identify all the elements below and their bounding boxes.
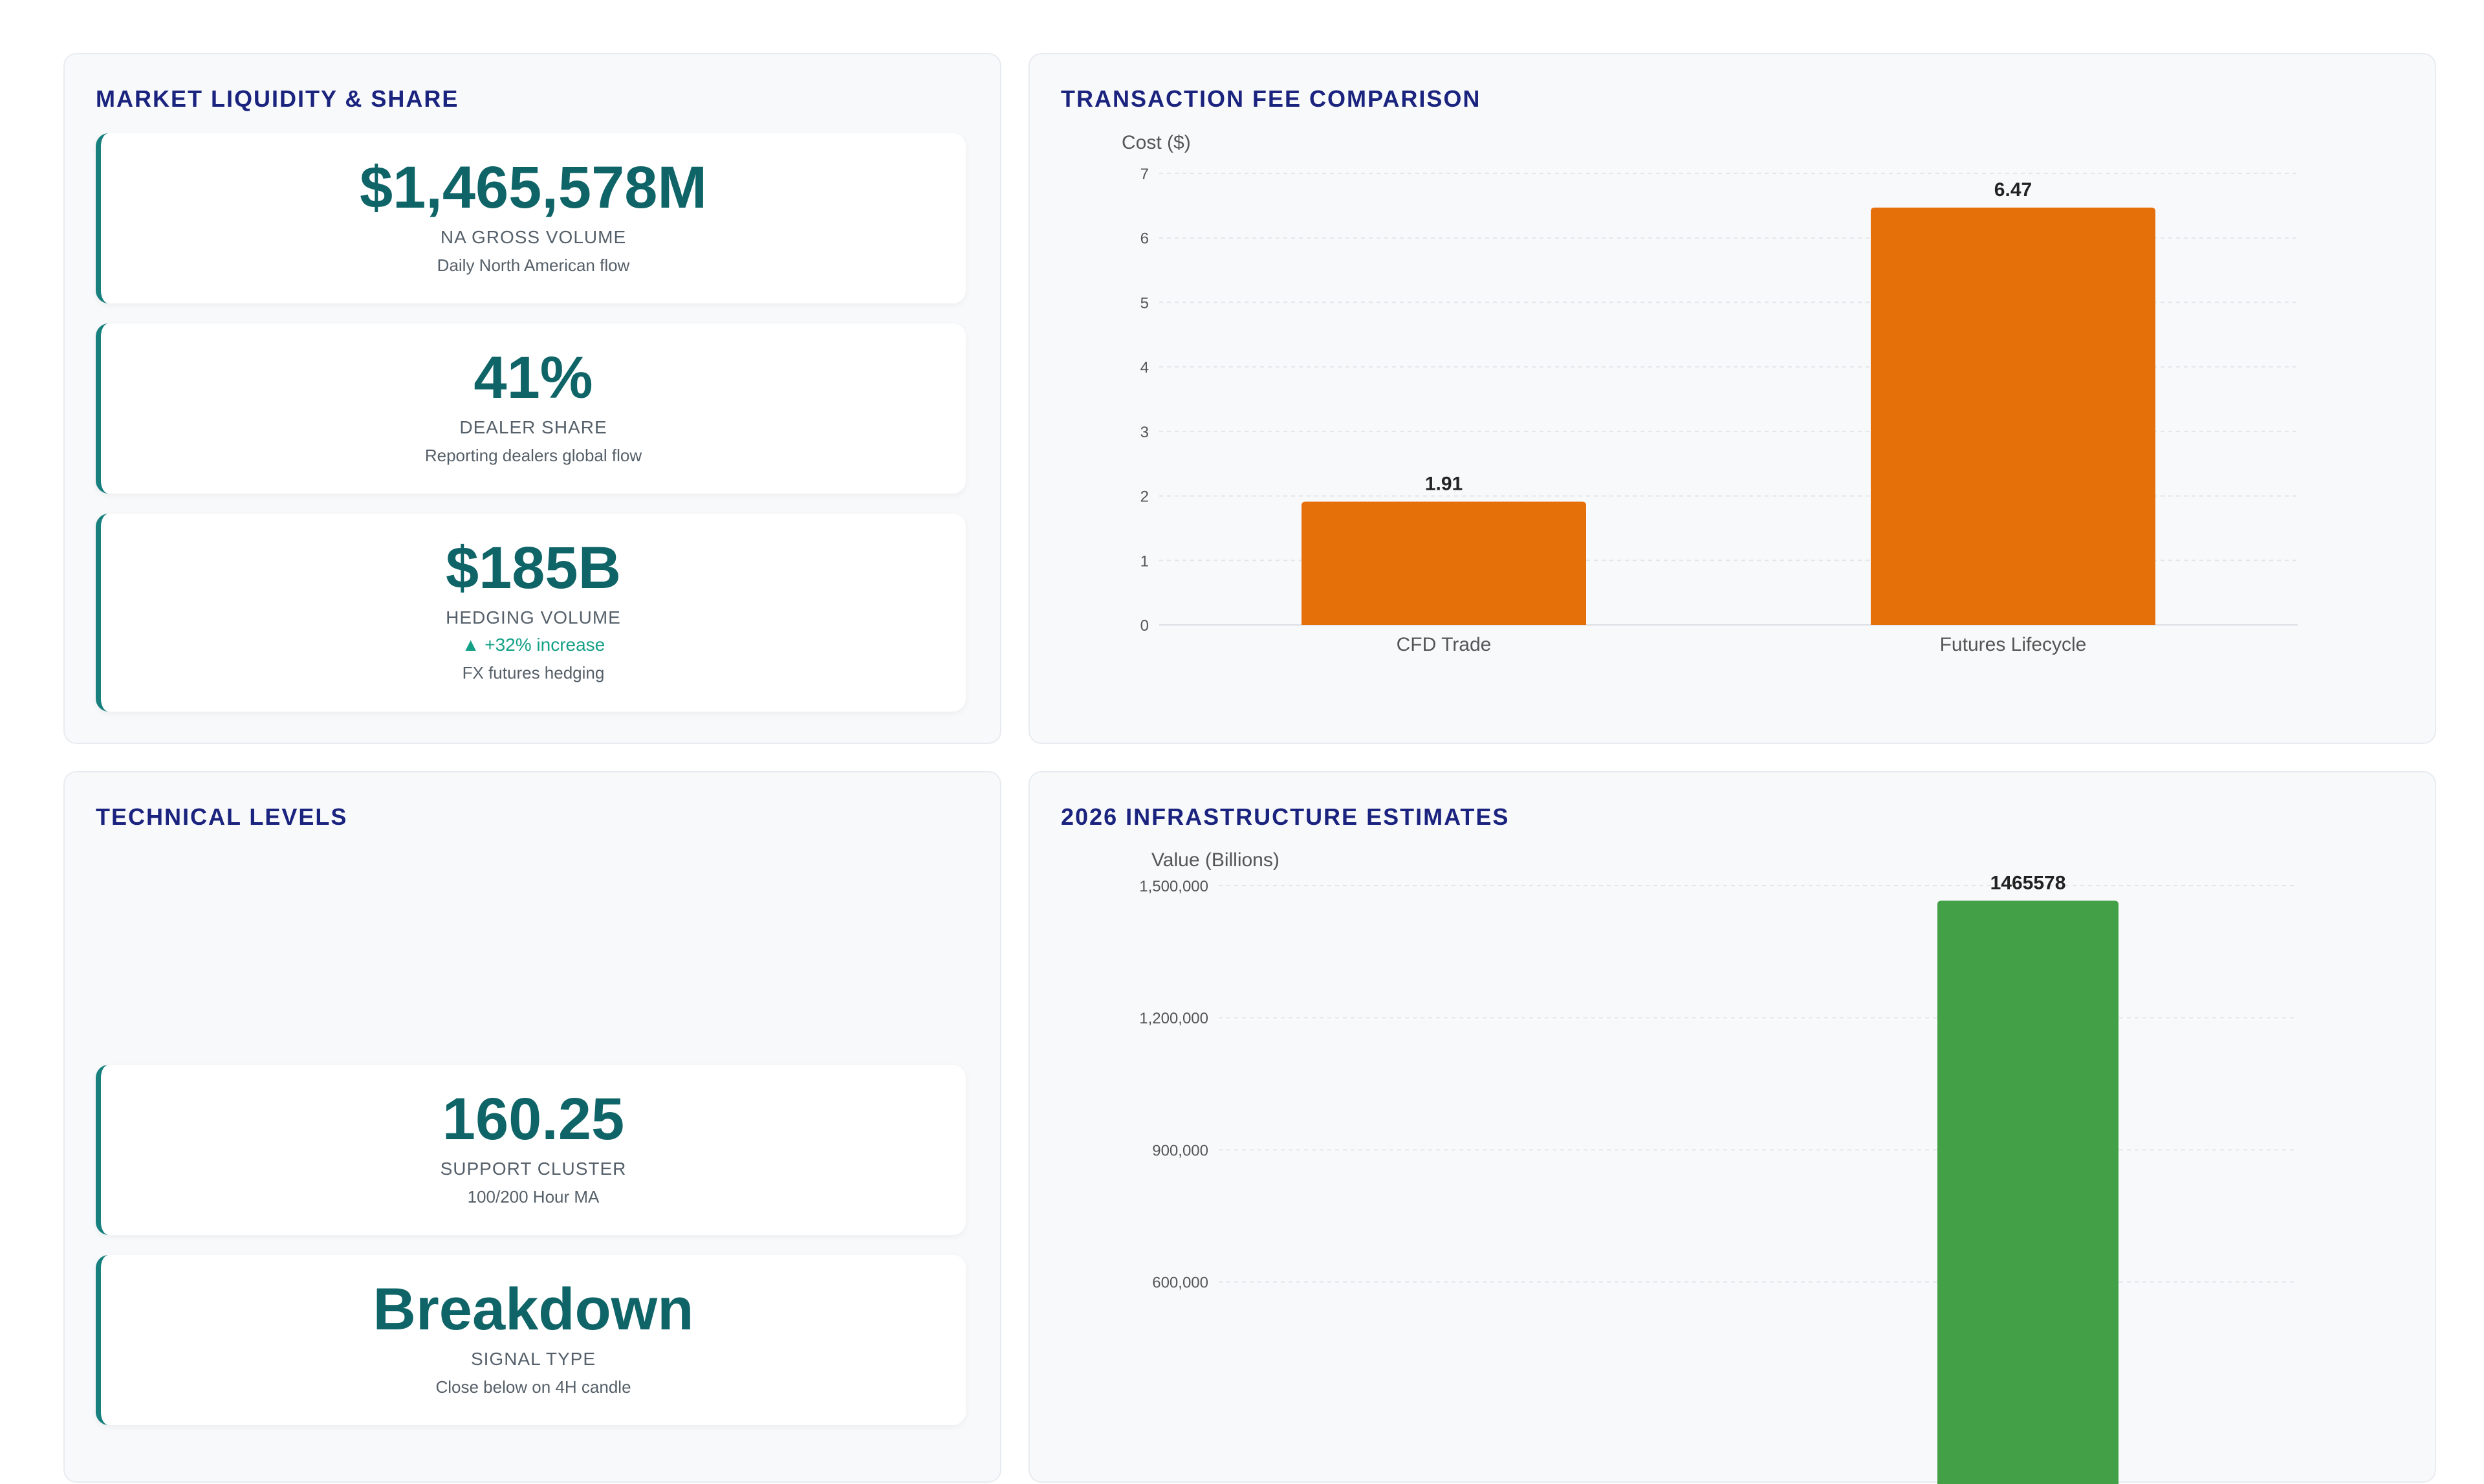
stat-label: DEALER SHARE [459,417,607,438]
bar [1937,900,2119,1484]
stat-description: Close below on 4H candle [435,1377,631,1397]
transaction-fee-panel: TRANSACTION FEE COMPARISON Cost ($) 0 1 2 3 4… [1029,53,2436,744]
stat-card-support-cluster: 160.25 SUPPORT CLUSTER 100/200 Hour MA [96,1065,966,1235]
stat-description: Daily North American flow [437,256,630,276]
y-tick-label: 6 [1140,230,1149,248]
stat-label: NA GROSS VOLUME [440,227,627,248]
stat-card-dealer-share: 41% DEALER SHARE Reporting dealers globa… [96,323,966,494]
panel-title: TRANSACTION FEE COMPARISON [1061,85,1481,112]
bar-value-label: 6.47 [1994,179,2032,201]
stat-change-badge: ▲ +32% increase [461,635,605,655]
y-tick-label: 7 [1140,166,1149,183]
y-tick-label: 1,200,000 [1139,1010,1208,1027]
stat-card-hedging-volume: $185B HEDGING VOLUME ▲ +32% increase FX … [96,514,966,712]
y-tick-label: 900,000 [1152,1142,1208,1159]
stat-value: 41% [474,345,593,411]
panel-title: MARKET LIQUIDITY & SHARE [96,85,459,112]
x-category-label: CFD Trade [1397,634,1492,655]
stat-description: FX futures hedging [462,663,605,683]
stat-value: $1,465,578M [359,155,708,221]
y-tick-label: 3 [1140,424,1149,441]
market-liquidity-panel: MARKET LIQUIDITY & SHARE $1,465,578M NA … [63,53,1001,744]
technical-levels-panel: TECHNICAL LEVELS 160.25 SUPPORT CLUSTER … [63,771,1001,1483]
y-tick-label: 1 [1140,552,1149,570]
y-tick-label: 600,000 [1152,1274,1208,1292]
y-tick-label: 4 [1140,359,1149,376]
stat-value: Breakdown [373,1276,694,1342]
stat-value: $185B [445,535,622,601]
stat-label: HEDGING VOLUME [446,607,621,628]
bar-value-label: 1.91 [1425,474,1463,495]
y-tick-label: 2 [1140,488,1149,506]
stat-label: SUPPORT CLUSTER [440,1159,627,1179]
x-category-label: Futures Lifecycle [1940,634,2087,655]
stat-description: Reporting dealers global flow [424,446,642,466]
panel-title: TECHNICAL LEVELS [96,803,348,830]
y-tick-label: 1,500,000 [1139,878,1208,895]
infrastructure-bar-chart: Value (Billions) 600,000 900,000 1,200,000 1… [1139,849,2298,1484]
stat-card-na-gross-volume: $1,465,578M NA GROSS VOLUME Daily North … [96,133,966,303]
stat-label: SIGNAL TYPE [470,1349,596,1369]
stat-description: 100/200 Hour MA [467,1187,600,1207]
bar [1871,207,2155,625]
y-tick-label: 0 [1140,617,1149,635]
y-axis-title: Cost ($) [1122,132,1191,153]
bar-value-label: 1465578 [1990,872,2066,893]
infrastructure-estimates-panel: 2026 INFRASTRUCTURE ESTIMATES Value (Bil… [1029,771,2436,1484]
bar [1302,501,1586,625]
stat-value: 160.25 [442,1086,625,1152]
y-tick-label: 5 [1140,294,1149,312]
stat-card-signal-type: Breakdown SIGNAL TYPE Close below on 4H … [96,1255,966,1425]
fee-bar-chart: Cost ($) 0 1 2 3 4 5 6 7 1.91 CFD Trade 6.47 Futures… [1122,132,2298,655]
panel-title: 2026 INFRASTRUCTURE ESTIMATES [1061,803,1510,830]
y-axis-title: Value (Billions) [1151,849,1280,871]
